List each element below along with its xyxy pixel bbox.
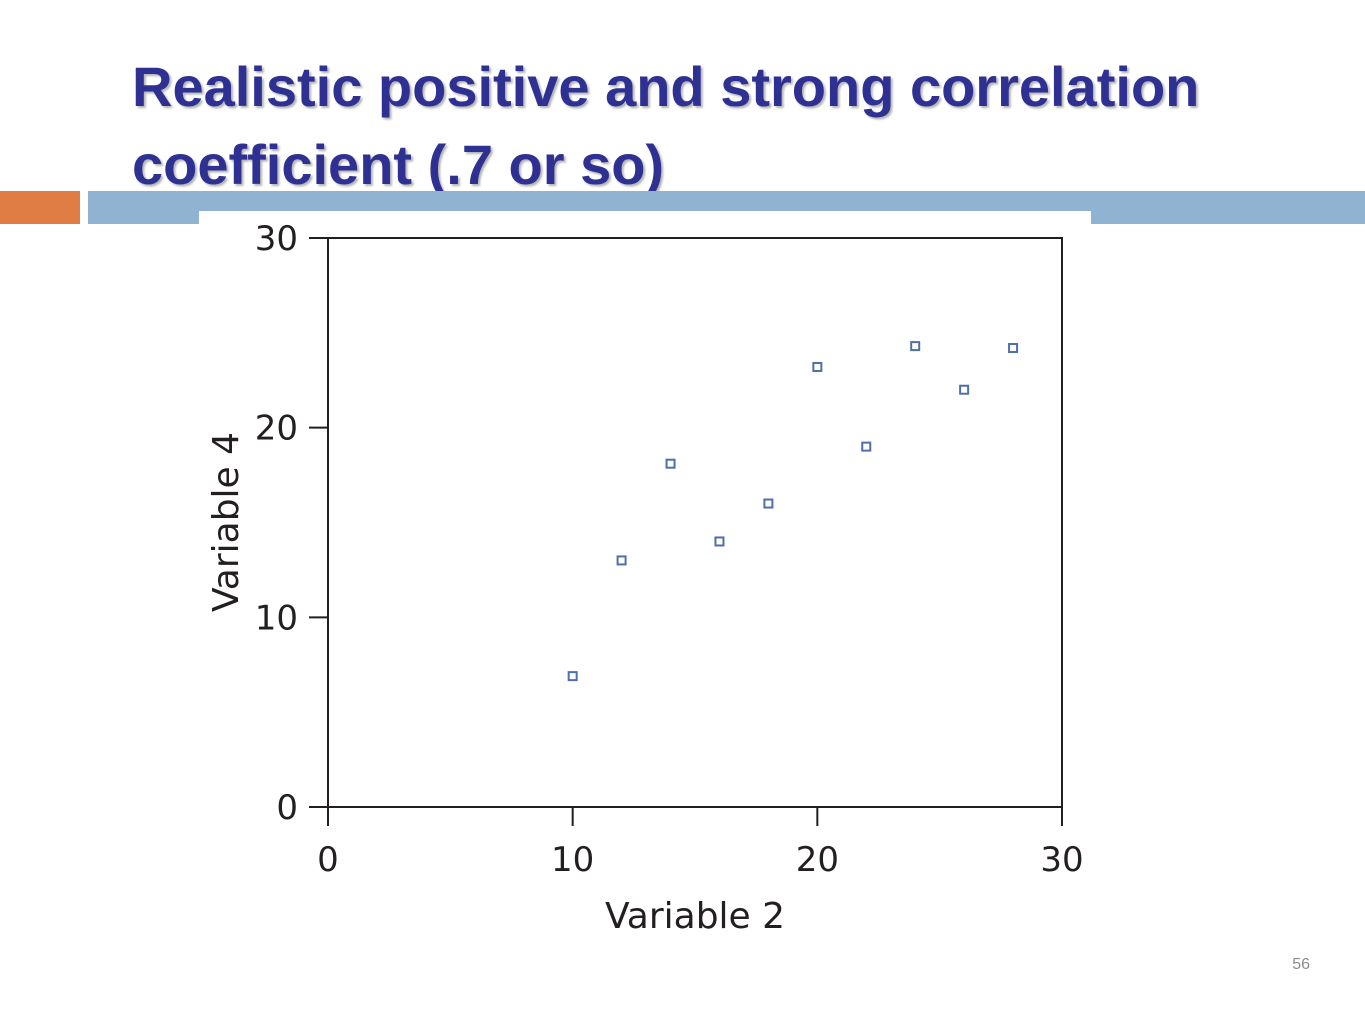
data-point <box>959 384 970 395</box>
data-point-group <box>567 341 1019 682</box>
tick-group: 0 10 20 30 0 10 20 30 <box>255 219 1084 880</box>
data-point <box>665 458 676 469</box>
plot-frame-group <box>327 237 1063 808</box>
scatter-chart: 0 10 20 30 0 10 20 30 Variable 2 Variable 4 <box>206 219 1084 937</box>
x-tick-label: 20 <box>796 840 839 880</box>
y-tick-label: 10 <box>255 598 298 638</box>
x-axis-label: Variable 2 <box>605 896 785 937</box>
y-tick-label: 20 <box>255 409 298 449</box>
data-point <box>567 671 578 682</box>
slide-title-line-1: Realistic positive and strong correlatio… <box>132 55 1200 118</box>
x-tick-label: 0 <box>317 840 339 880</box>
plot-frame <box>327 237 1063 808</box>
slide-title-line-2: coefficient (.7 or so) <box>132 133 665 196</box>
x-tick-label: 30 <box>1040 840 1083 880</box>
data-point <box>1008 343 1019 354</box>
y-tick-label: 0 <box>276 788 298 828</box>
data-point <box>763 498 774 509</box>
data-point <box>616 555 627 566</box>
data-point <box>812 361 823 372</box>
slide-title: Realistic positive and strong correlatio… <box>132 48 1312 204</box>
chart-panel: 0 10 20 30 0 10 20 30 Variable 2 Variable 4 <box>199 211 1091 951</box>
data-point <box>714 536 725 547</box>
slide-number: 56 <box>1292 956 1310 973</box>
y-tick-label: 30 <box>255 219 298 259</box>
y-axis-label: Variable 4 <box>206 432 247 612</box>
x-tick-label: 10 <box>551 840 594 880</box>
data-point <box>910 341 921 352</box>
data-point <box>861 441 872 452</box>
accent-bar-orange <box>0 191 80 224</box>
